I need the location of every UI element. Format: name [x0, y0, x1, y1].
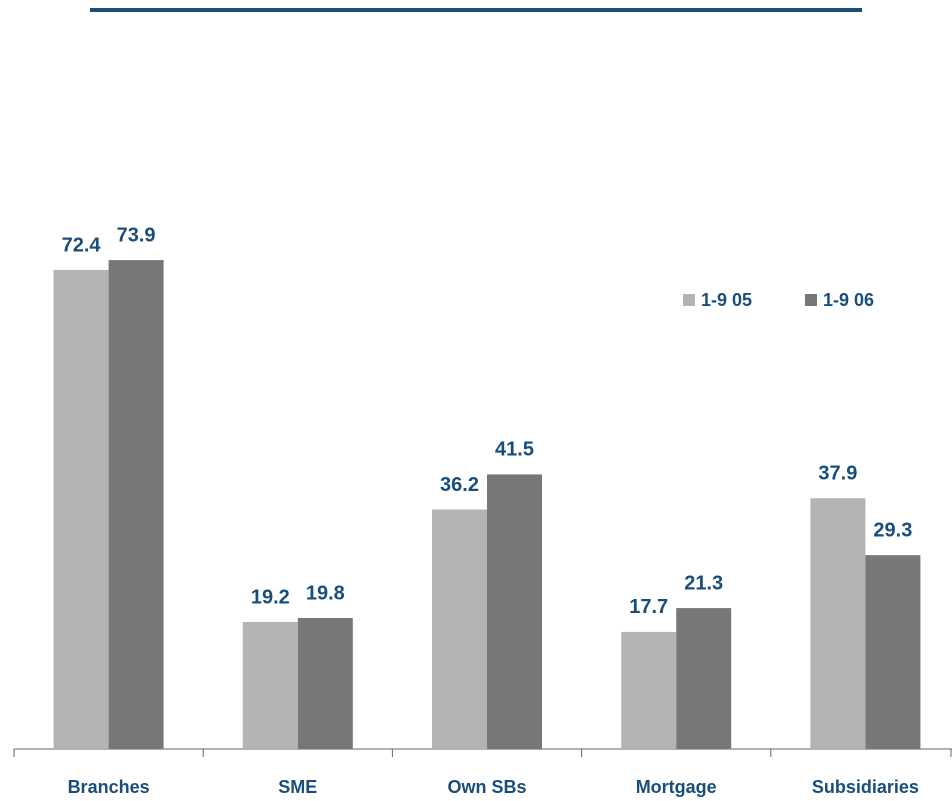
x-tick-label: SME: [278, 777, 317, 797]
value-label: 17.7: [629, 596, 668, 618]
x-tick-label: Branches: [68, 777, 150, 797]
value-label: 19.2: [251, 586, 290, 608]
legend-swatch: [683, 294, 695, 306]
x-tick-label: Own SBs: [447, 777, 526, 797]
bar: [621, 631, 677, 749]
bar: [432, 509, 487, 749]
bar: [297, 618, 353, 749]
value-label: 37.9: [818, 463, 857, 485]
bar: [108, 260, 164, 749]
value-label: 29.3: [873, 519, 912, 541]
bar: [53, 270, 109, 749]
bar: [676, 608, 732, 749]
x-tick-label: Mortgage: [636, 777, 717, 797]
legend-swatch: [805, 294, 817, 306]
x-tick-label: Subsidiaries: [812, 777, 919, 797]
bar: [865, 555, 921, 749]
bar: [487, 474, 542, 749]
value-label: 21.3: [684, 572, 723, 594]
legend-label: 1-9 06: [823, 290, 874, 310]
value-label: 36.2: [440, 474, 479, 496]
legend-label: 1-9 05: [701, 290, 752, 310]
value-label: 19.8: [306, 582, 345, 604]
value-label: 41.5: [495, 439, 534, 461]
value-label: 73.9: [117, 224, 156, 246]
bar: [810, 498, 866, 749]
value-label: 72.4: [62, 234, 102, 256]
bar: [242, 621, 298, 749]
